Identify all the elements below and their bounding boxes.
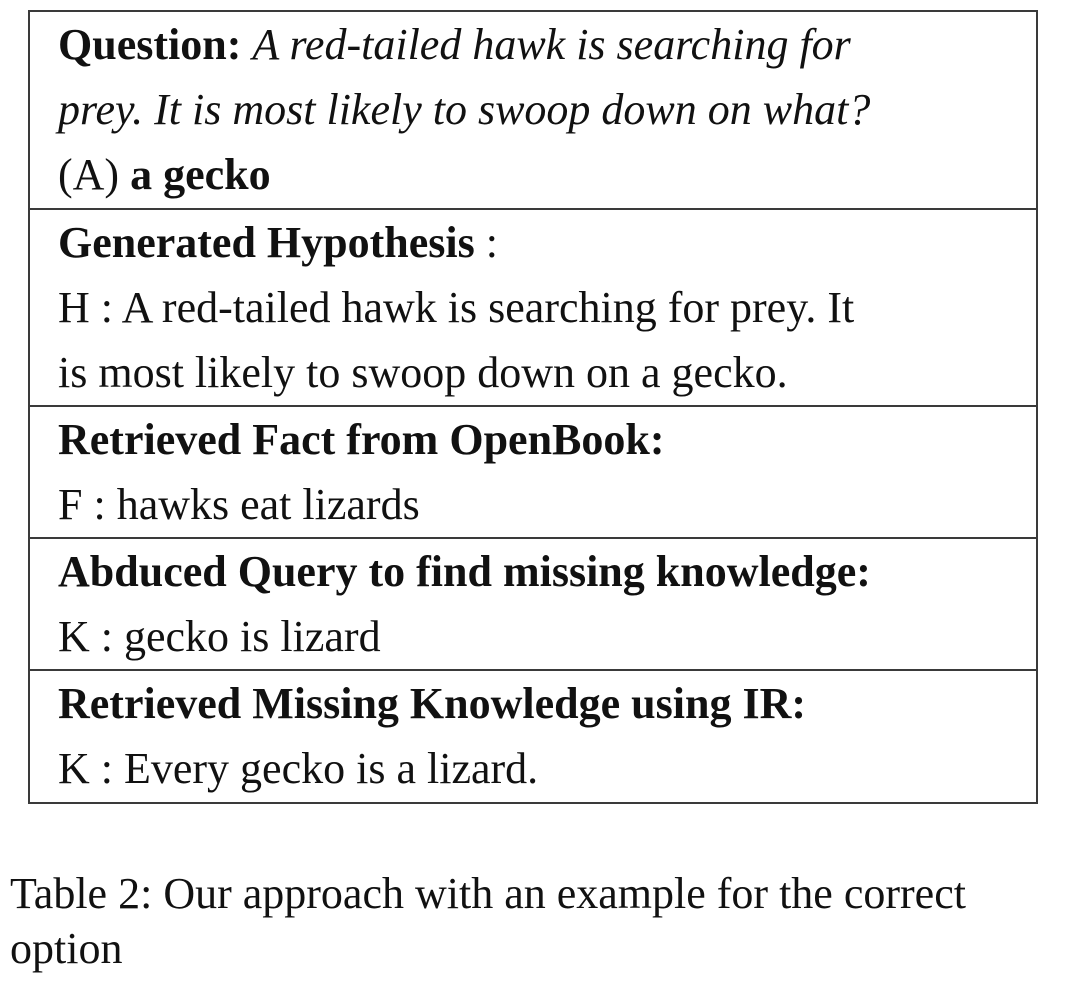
- hypothesis-heading: Generated Hypothesis :: [58, 210, 1028, 275]
- question-label: Question:: [58, 20, 242, 69]
- query-cell: Abduced Query to find missing knowledge:…: [30, 537, 1036, 669]
- hypothesis-label: Generated Hypothesis: [58, 218, 475, 267]
- table-caption: Table 2: Our approach with an example fo…: [10, 866, 1070, 976]
- fact-cell: Retrieved Fact from OpenBook: F : hawks …: [30, 405, 1036, 537]
- option-prefix: (A): [58, 150, 120, 199]
- knowledge-label: Retrieved Missing Knowledge using IR:: [58, 679, 806, 728]
- query-label: Abduced Query to find missing knowledge:: [58, 547, 871, 596]
- question-line-1: Question: A red-tailed hawk is searching…: [58, 12, 1028, 77]
- knowledge-line-1: K : Every gecko is a lizard.: [58, 744, 539, 793]
- hypothesis-line-1: H : A red-tailed hawk is searching for p…: [58, 283, 855, 332]
- caption-line-2: option: [10, 924, 123, 973]
- caption-line-1: Table 2: Our approach with an example fo…: [10, 869, 966, 918]
- query-line-1: K : gecko is lizard: [58, 612, 381, 661]
- question-cell: Question: A red-tailed hawk is searching…: [30, 12, 1036, 208]
- question-text-1: A red-tailed hawk is searching for: [252, 20, 851, 69]
- fact-line-1: F : hawks eat lizards: [58, 480, 420, 529]
- hypothesis-line-2: is most likely to swoop down on a gecko.: [58, 348, 788, 397]
- hypothesis-cell: Generated Hypothesis : H : A red-tailed …: [30, 208, 1036, 405]
- example-table: Question: A red-tailed hawk is searching…: [28, 10, 1038, 804]
- hypothesis-label-suffix: :: [474, 218, 498, 267]
- knowledge-cell: Retrieved Missing Knowledge using IR: K …: [30, 669, 1036, 802]
- fact-label: Retrieved Fact from OpenBook:: [58, 415, 665, 464]
- question-text-2: prey. It is most likely to swoop down on…: [58, 85, 871, 134]
- answer-option: (A) a gecko: [58, 142, 1028, 207]
- option-text: a gecko: [130, 150, 271, 199]
